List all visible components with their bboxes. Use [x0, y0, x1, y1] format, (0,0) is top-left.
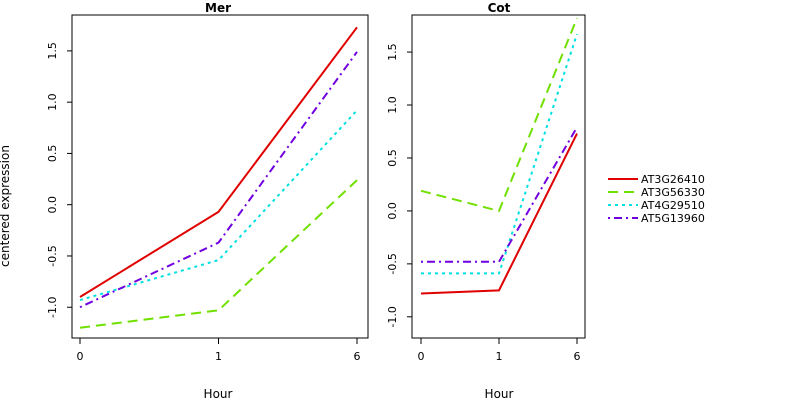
legend-label-at5g13960: AT5G13960 [641, 212, 705, 225]
x-tick-label-mer: 1 [215, 350, 222, 363]
y-tick-label-mer: 0.0 [46, 196, 59, 214]
x-axis-label-mer: Hour [204, 387, 233, 400]
y-tick-label-mer: 1.5 [46, 42, 59, 60]
x-tick-label-cot: 6 [574, 350, 581, 363]
legend-label-at3g26410: AT3G26410 [641, 173, 705, 186]
y-tick-label-mer: -0.5 [46, 245, 59, 266]
y-tick-label-mer: 0.5 [46, 145, 59, 163]
series-line-cot-at4g29510 [421, 33, 578, 275]
y-tick-label-cot: 1.0 [386, 96, 399, 114]
x-tick-label-mer: 6 [354, 350, 361, 363]
panel-title-cot: Cot [488, 1, 511, 15]
y-tick-label-cot: -0.5 [386, 253, 399, 274]
series-line-cot-at3g26410 [420, 133, 578, 295]
x-tick-label-cot: 1 [496, 350, 503, 363]
y-tick-label-mer: -1.0 [46, 297, 59, 318]
series-line-cot-at3g56330 [420, 17, 578, 213]
series-line-mer-at3g56330 [79, 179, 358, 329]
y-tick-label-cot: 1.5 [386, 43, 399, 61]
y-tick-label-cot: -1.0 [386, 306, 399, 327]
series-line-mer-at5g13960 [79, 51, 358, 309]
panel-mer: Mer Hour -1.0 -0.5 0.0 0.5 1.0 1.5 0 1 6 [46, 1, 369, 400]
legend-label-at4g29510: AT4G29510 [641, 199, 705, 212]
panel-cot: Cot Hour -1.0 -0.5 0.0 0.5 1.0 1.5 0 1 6 [386, 1, 586, 400]
y-axis-label: centered expression [0, 145, 12, 267]
panel-title-mer: Mer [205, 1, 231, 15]
y-tick-label-mer: 1.0 [46, 93, 59, 111]
x-axis-label-cot: Hour [485, 387, 514, 400]
y-tick-label-cot: 0.5 [386, 149, 399, 167]
legend-label-at3g56330: AT3G56330 [641, 186, 705, 199]
series-line-mer-at4g29510 [79, 109, 358, 302]
series-line-mer-at3g26410 [79, 26, 358, 298]
series-line-cot-at5g13960 [421, 126, 578, 263]
x-tick-label-mer: 0 [77, 350, 84, 363]
x-tick-label-cot: 0 [418, 350, 425, 363]
y-tick-label-cot: 0.0 [386, 202, 399, 220]
